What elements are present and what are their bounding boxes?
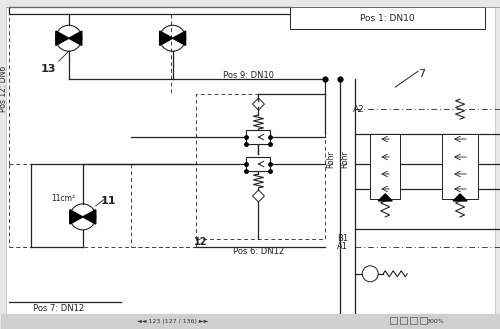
- Text: Pos 9: DN10: Pos 9: DN10: [223, 71, 274, 80]
- Polygon shape: [172, 31, 186, 45]
- Polygon shape: [83, 210, 96, 224]
- Bar: [390, 317, 397, 324]
- Text: 11cm²: 11cm²: [51, 194, 75, 203]
- Text: 13: 13: [41, 64, 56, 74]
- Bar: [246, 130, 270, 144]
- Polygon shape: [69, 31, 82, 45]
- Text: 300%: 300%: [426, 319, 444, 324]
- Bar: [290, 7, 485, 29]
- Text: B1: B1: [337, 234, 348, 243]
- Text: 7: 7: [418, 69, 426, 79]
- Text: 11: 11: [101, 196, 116, 206]
- Text: Rohr: Rohr: [326, 150, 335, 168]
- Polygon shape: [56, 31, 69, 45]
- Text: A1: A1: [338, 242, 348, 251]
- Polygon shape: [70, 210, 83, 224]
- Text: A2: A2: [354, 105, 365, 114]
- Text: 12: 12: [194, 237, 207, 247]
- Text: Pos 1: DN10: Pos 1: DN10: [360, 14, 414, 23]
- Text: ◄◄ 123 (127 / 136) ►►: ◄◄ 123 (127 / 136) ►►: [137, 319, 208, 324]
- Text: Pos 6: DN12: Pos 6: DN12: [233, 247, 284, 256]
- Polygon shape: [160, 31, 172, 45]
- Bar: [442, 134, 478, 199]
- Bar: [410, 317, 417, 324]
- Bar: [420, 317, 427, 324]
- Bar: [370, 134, 400, 199]
- Text: Rohr: Rohr: [340, 150, 349, 168]
- Bar: [400, 317, 407, 324]
- Text: Pos 12: DN6: Pos 12: DN6: [0, 66, 8, 112]
- Bar: [246, 157, 270, 171]
- Bar: [1, 314, 500, 329]
- Polygon shape: [453, 194, 467, 201]
- Polygon shape: [378, 194, 392, 201]
- Text: Pos 7: DN12: Pos 7: DN12: [34, 304, 84, 313]
